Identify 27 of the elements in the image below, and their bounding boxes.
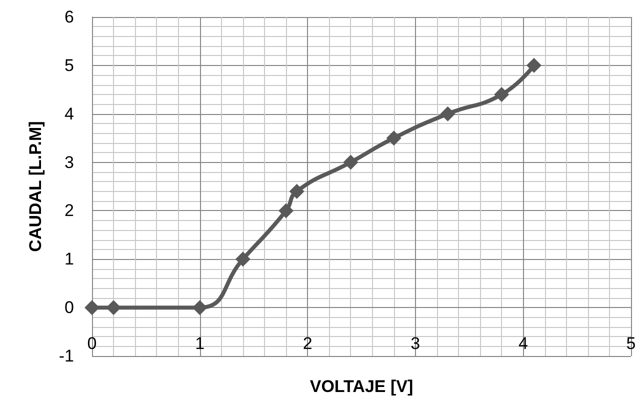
y-tick-label: 4 (64, 104, 74, 124)
point (235, 252, 250, 267)
point (494, 86, 510, 102)
y-axis-title: CAUDAL [L.P.M] (26, 121, 45, 252)
x-tick-label: 0 (87, 334, 97, 353)
point (289, 184, 304, 199)
y-tick-label: 5 (64, 56, 74, 75)
x-tick-label: 2 (302, 334, 312, 353)
y-tick-label: 1 (64, 250, 74, 269)
x-axis-title: VOLTAJE [V] (310, 377, 414, 396)
x-tick-label: 3 (410, 334, 420, 353)
point (192, 300, 208, 316)
y-tick-label: 2 (64, 201, 74, 220)
point (106, 300, 122, 316)
x-tick-label: 1 (195, 334, 205, 353)
point (526, 58, 542, 73)
y-tick-label: 0 (64, 298, 74, 318)
y-tick-label: -1 (58, 346, 74, 366)
y-tick-label: 6 (64, 8, 74, 26)
point (84, 300, 100, 316)
x-tick-label: 4 (518, 334, 528, 353)
point (343, 154, 358, 170)
x-tick-label: 5 (626, 334, 636, 353)
point (386, 130, 402, 146)
point (440, 106, 456, 122)
point (278, 203, 294, 218)
y-tick-label: 3 (64, 152, 74, 172)
